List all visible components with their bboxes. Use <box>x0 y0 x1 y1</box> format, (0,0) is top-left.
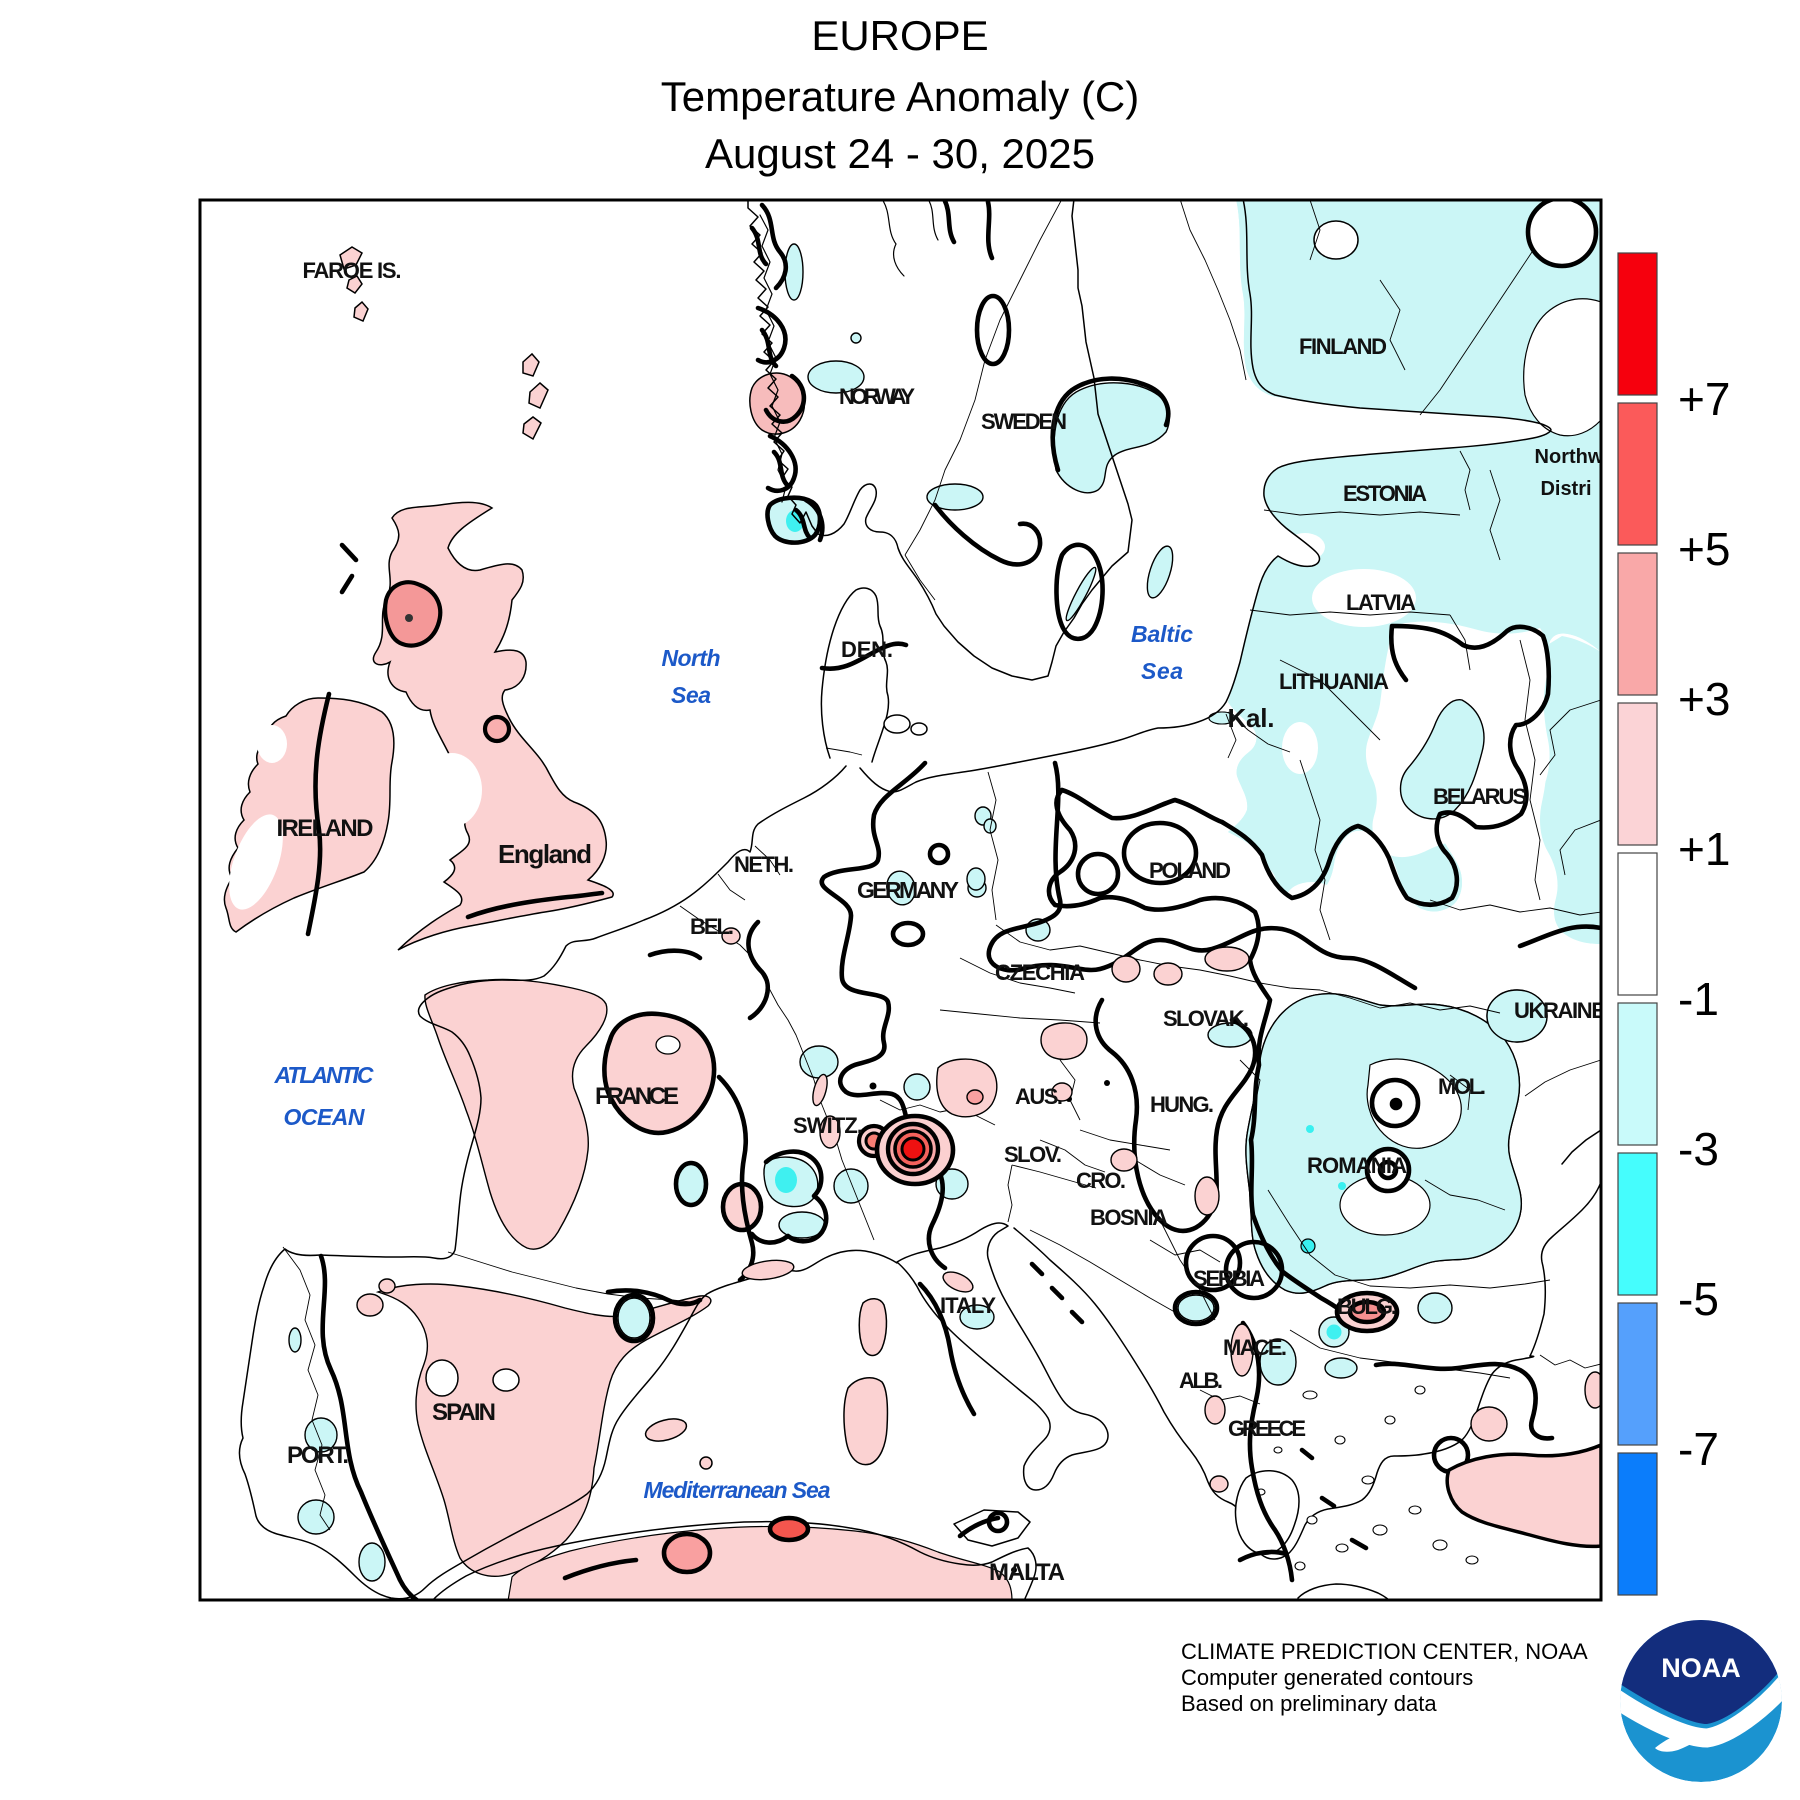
svg-text:POLAND: POLAND <box>1149 858 1231 883</box>
svg-text:Sea: Sea <box>671 682 711 708</box>
svg-text:GERMANY: GERMANY <box>857 877 959 903</box>
svg-text:SWITZ.: SWITZ. <box>793 1113 863 1138</box>
svg-text:+5: +5 <box>1678 523 1730 575</box>
svg-text:Mediterranean Sea: Mediterranean Sea <box>644 1477 831 1503</box>
svg-text:Kal.: Kal. <box>1228 703 1275 733</box>
svg-text:BULG.: BULG. <box>1337 1294 1397 1319</box>
svg-text:ATLANTIC: ATLANTIC <box>274 1062 374 1088</box>
svg-text:+1: +1 <box>1678 823 1730 875</box>
svg-text:SLOV.: SLOV. <box>1004 1142 1062 1167</box>
svg-text:OCEAN: OCEAN <box>284 1104 365 1130</box>
svg-text:CLIMATE PREDICTION CENTER, NOA: CLIMATE PREDICTION CENTER, NOAA <box>1181 1639 1588 1664</box>
svg-text:NETH.: NETH. <box>734 852 794 877</box>
svg-text:NORWAY: NORWAY <box>839 384 915 409</box>
svg-text:SWEDEN: SWEDEN <box>981 409 1067 434</box>
svg-text:BELARUS: BELARUS <box>1433 784 1527 809</box>
svg-text:ESTONIA: ESTONIA <box>1343 481 1427 506</box>
svg-text:MACE.: MACE. <box>1223 1335 1287 1360</box>
svg-text:LITHUANIA: LITHUANIA <box>1279 669 1389 694</box>
svg-text:North: North <box>662 645 721 671</box>
svg-text:SLOVAK.: SLOVAK. <box>1163 1006 1249 1031</box>
svg-text:PORT.: PORT. <box>287 1442 349 1469</box>
svg-text:August 24 - 30, 2025: August 24 - 30, 2025 <box>705 130 1095 177</box>
svg-text:Baltic: Baltic <box>1131 621 1193 647</box>
svg-text:CZECHIA: CZECHIA <box>995 960 1085 985</box>
svg-text:-3: -3 <box>1678 1123 1719 1175</box>
svg-text:ITALY: ITALY <box>940 1293 996 1318</box>
svg-text:Based on preliminary data: Based on preliminary data <box>1181 1691 1437 1716</box>
svg-text:Temperature Anomaly (C): Temperature Anomaly (C) <box>661 73 1140 120</box>
svg-text:DEN.: DEN. <box>841 637 893 662</box>
svg-text:Computer generated contours: Computer generated contours <box>1181 1665 1473 1690</box>
svg-text:-5: -5 <box>1678 1273 1719 1325</box>
svg-text:SPAIN: SPAIN <box>432 1399 496 1426</box>
svg-text:Distri: Distri <box>1540 478 1591 500</box>
svg-text:LATVIA: LATVIA <box>1346 590 1416 615</box>
svg-text:+3: +3 <box>1678 673 1730 725</box>
svg-text:GREECE: GREECE <box>1228 1416 1306 1441</box>
svg-text:SERBIA: SERBIA <box>1193 1266 1265 1291</box>
svg-text:NOAA: NOAA <box>1661 1653 1741 1683</box>
svg-text:IRELAND: IRELAND <box>277 815 374 842</box>
svg-text:Sea: Sea <box>1141 658 1183 684</box>
svg-text:FRANCE: FRANCE <box>595 1083 679 1110</box>
svg-text:Northw: Northw <box>1535 446 1604 468</box>
svg-text:BEL.: BEL. <box>690 914 734 939</box>
svg-text:England: England <box>498 839 592 869</box>
svg-text:MOL.: MOL. <box>1438 1074 1486 1099</box>
svg-text:+7: +7 <box>1678 373 1730 425</box>
svg-text:BOSNIA: BOSNIA <box>1090 1205 1168 1230</box>
svg-text:UKRAINE: UKRAINE <box>1514 998 1606 1023</box>
svg-text:EUROPE: EUROPE <box>811 12 988 59</box>
svg-text:ROMANIA: ROMANIA <box>1307 1153 1407 1178</box>
svg-text:FAROE IS.: FAROE IS. <box>303 258 402 283</box>
svg-text:AUS.: AUS. <box>1015 1084 1063 1109</box>
svg-text:-7: -7 <box>1678 1423 1719 1475</box>
svg-text:HUNG.: HUNG. <box>1150 1092 1214 1117</box>
svg-text:FINLAND: FINLAND <box>1299 334 1387 359</box>
svg-text:MALTA: MALTA <box>989 1559 1065 1586</box>
svg-text:-1: -1 <box>1678 973 1719 1025</box>
svg-text:CRO.: CRO. <box>1076 1168 1126 1193</box>
svg-text:ALB.: ALB. <box>1179 1368 1223 1393</box>
